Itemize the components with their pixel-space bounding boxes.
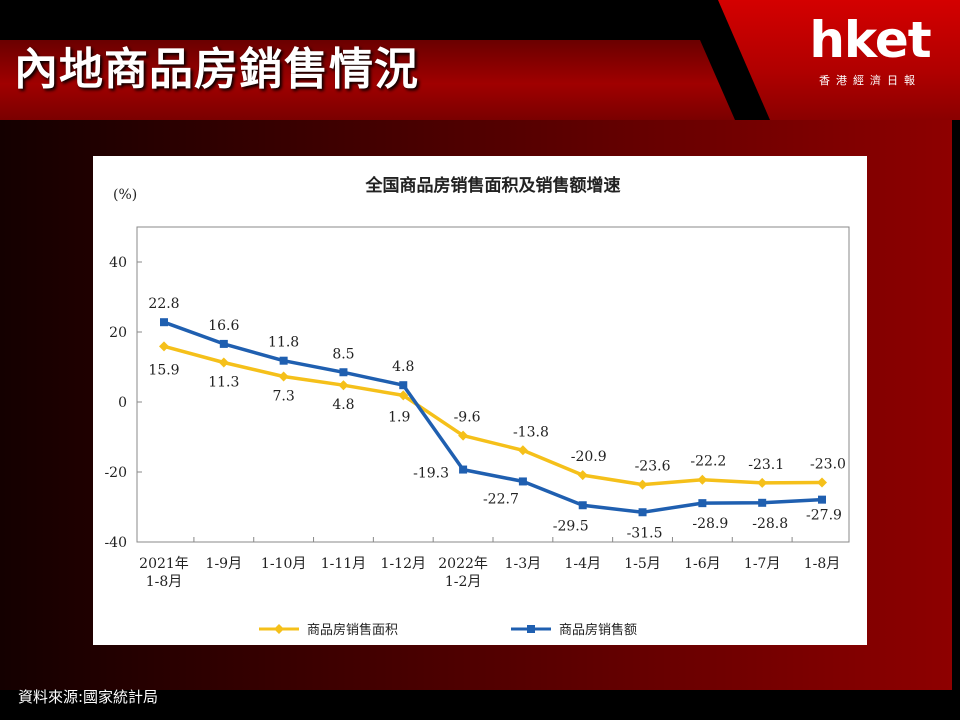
data-point-diamond [398, 390, 409, 401]
data-point-square [219, 339, 228, 348]
data-point-diamond [338, 380, 349, 391]
data-point-square [459, 465, 468, 474]
chart-legend: 商品房销售面积 商品房销售额 [259, 622, 637, 638]
data-label: 15.9 [148, 362, 179, 378]
data-label: 4.8 [392, 359, 414, 375]
data-point-square [758, 498, 767, 507]
data-label: -28.9 [692, 516, 728, 532]
data-point-square [518, 477, 527, 486]
data-point-diamond [757, 477, 768, 488]
legend-marker-diamond [274, 624, 284, 634]
data-label: -23.6 [635, 459, 671, 475]
data-point-diamond [637, 479, 648, 490]
y-tick-label: -40 [104, 535, 127, 551]
data-point-square [698, 499, 707, 508]
brand-logo: hket [809, 11, 931, 69]
source-note: 資料來源:國家統計局 [18, 688, 159, 706]
y-axis-ticks: 40 20 0 -20 -40 [104, 255, 142, 551]
series-layer [159, 318, 827, 517]
y-tick-label: -20 [104, 465, 127, 481]
data-label: 7.3 [273, 388, 295, 404]
x-tick-label: 1-8月 [804, 556, 841, 572]
data-point-square [818, 495, 826, 504]
data-label: -31.5 [627, 525, 663, 541]
data-point-diamond [817, 477, 827, 488]
data-point-diamond [697, 474, 708, 485]
x-tick-label: 1-6月 [684, 556, 721, 572]
data-label: -13.8 [513, 424, 549, 440]
slide-title: 內地商品房銷售情況 [14, 44, 419, 95]
x-tick-label: 1-3月 [505, 556, 542, 572]
series-line-1 [163, 344, 823, 487]
data-point-square [578, 501, 587, 510]
x-tick-label: 1-5月 [624, 556, 661, 572]
data-label: -28.8 [752, 516, 788, 532]
data-label: 1.9 [388, 409, 410, 425]
x-tick-label: 1-7月 [744, 556, 781, 572]
data-label: -22.7 [483, 491, 519, 507]
data-label: -19.3 [413, 466, 449, 482]
data-label: 11.3 [208, 374, 239, 390]
data-point-diamond [218, 357, 229, 368]
data-label: 22.8 [148, 296, 179, 312]
data-label: 4.8 [332, 397, 354, 413]
data-point-diamond [278, 371, 289, 382]
legend-label: 商品房销售额 [559, 622, 637, 638]
x-tick-label: 2022年 [438, 556, 488, 572]
x-tick-label: 1-11月 [321, 556, 366, 572]
x-tick-label: 1-9月 [206, 556, 243, 572]
chart-card: 全国商品房销售面积及销售额增速 (%) 40 20 0 -20 -40 2021年 1-8… [93, 156, 867, 645]
legend-marker-square [527, 625, 535, 633]
x-tick-label: 1-2月 [445, 574, 482, 590]
data-point-square [638, 508, 647, 517]
data-point-square [160, 318, 168, 327]
data-label: 11.8 [268, 335, 299, 351]
data-label: 16.6 [208, 318, 239, 334]
x-tick-label: 1-4月 [564, 556, 601, 572]
x-axis-ticks: 2021年 1-8月 1-9月 1-10月 1-11月 1-12月 2022年 1-2月 1-3… [139, 537, 840, 590]
chart-title: 全国商品房销售面积及销售额增速 [365, 175, 621, 196]
data-label: -22.2 [690, 454, 726, 470]
data-label: -20.9 [571, 449, 607, 465]
series-line-2 [163, 320, 823, 515]
y-axis-unit-label: (%) [113, 187, 137, 203]
data-label: -27.9 [806, 508, 842, 524]
x-tick-label: 2021年 [139, 556, 189, 572]
brand-logo-subtitle: 香港經濟日報 [819, 74, 921, 87]
y-tick-label: 0 [118, 395, 127, 411]
data-point-diamond [159, 341, 169, 352]
data-label: -29.5 [553, 518, 589, 534]
data-label: -9.6 [454, 410, 481, 426]
line-chart: 全国商品房销售面积及销售额增速 (%) 40 20 0 -20 -40 2021年 1-8… [104, 175, 850, 638]
data-point-square [279, 356, 288, 365]
data-label-layer: 15.9 11.3 7.3 4.8 1.9 -9.6 -13.8 -20.9 -23.6 -22.… [148, 296, 846, 541]
y-tick-label: 40 [109, 255, 127, 271]
data-label: 8.5 [332, 346, 354, 362]
title-banner [0, 40, 735, 120]
data-label: -23.1 [748, 457, 784, 473]
x-tick-label: 1-12月 [381, 556, 426, 572]
x-tick-label: 1-10月 [261, 556, 306, 572]
data-point-diamond [458, 430, 469, 441]
data-point-square [399, 381, 408, 390]
x-tick-label: 1-8月 [146, 574, 183, 590]
y-tick-label: 20 [109, 325, 127, 341]
legend-label: 商品房销售面积 [307, 622, 398, 638]
data-point-square [339, 368, 348, 377]
data-label: -23.0 [810, 457, 846, 473]
data-point-diamond [517, 445, 528, 456]
data-point-diamond [577, 470, 588, 481]
